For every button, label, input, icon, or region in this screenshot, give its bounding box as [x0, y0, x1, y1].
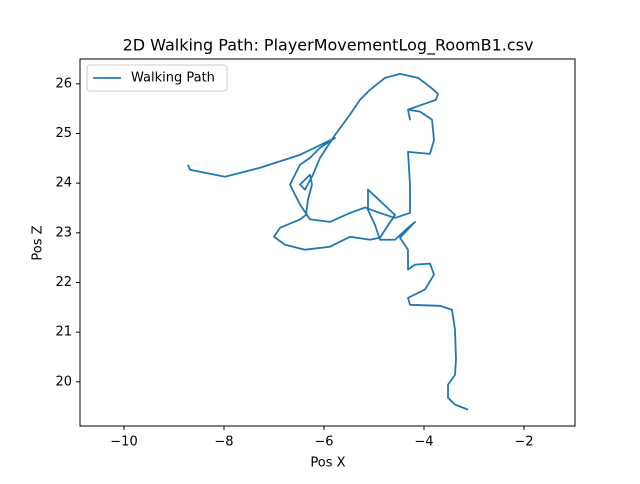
y-tick-label: 23	[55, 225, 72, 240]
x-tick-label: −6	[314, 435, 333, 450]
x-tick-label: −4	[414, 435, 433, 450]
legend-label: Walking Path	[131, 71, 215, 86]
x-tick-label: −10	[110, 435, 137, 450]
legend-box	[86, 64, 228, 92]
line	[187, 72, 469, 411]
y-tick-label: 21	[55, 325, 72, 340]
y-axis-label: Pos Z	[31, 225, 46, 260]
y-tick-label: 25	[55, 126, 72, 141]
y-tick-label: 26	[55, 76, 72, 91]
x-tick-label: −8	[214, 435, 233, 450]
y-tick-label: 20	[55, 374, 72, 389]
x-tick-label: −2	[514, 435, 533, 450]
chart-title: 2D Walking Path: PlayerMovementLog_RoomB…	[123, 36, 534, 56]
y-tick-label: 24	[55, 176, 72, 191]
x-axis-label: Pos X	[310, 456, 345, 471]
plot-frame	[79, 58, 576, 427]
y-tick-label: 22	[55, 275, 72, 290]
